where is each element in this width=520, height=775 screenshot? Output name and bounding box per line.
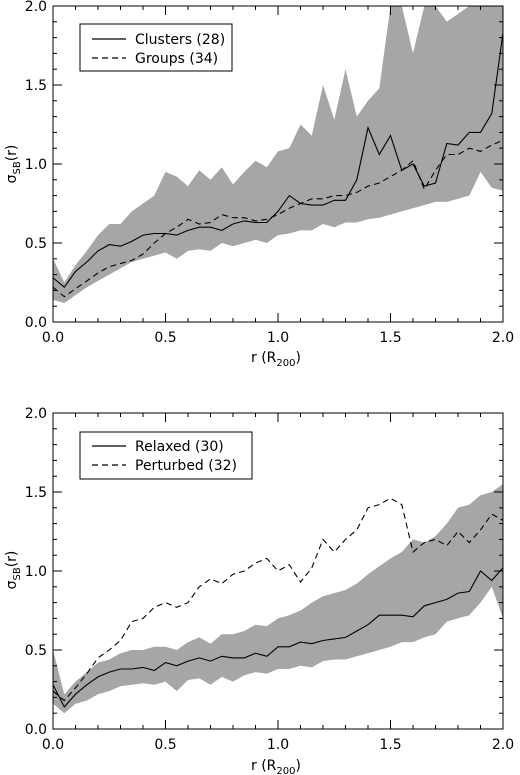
y-axis-title-bottom-sub: SB — [12, 567, 23, 580]
x-tick-label: 0.0 — [42, 330, 64, 346]
plot-top: 0.0 0.5 1.0 1.5 2.0 0.0 0.5 1.0 1.5 2.0 — [25, 0, 514, 346]
legend-label-groups: Groups (34) — [135, 51, 218, 67]
panel-top: 0.0 0.5 1.0 1.5 2.0 0.0 0.5 1.0 1.5 2.0 Clusters … — [4, 0, 514, 369]
y-axis-title-top-sub: SB — [12, 161, 23, 174]
x-axis-title-bottom-sub: 200 — [276, 766, 295, 775]
plot-bottom: 0.0 0.5 1.0 1.5 2.0 0.0 0.5 1.0 1.5 2.0 — [25, 406, 514, 753]
y-tick-label: 0.5 — [25, 236, 47, 252]
panel-bottom: 0.0 0.5 1.0 1.5 2.0 0.0 0.5 1.0 1.5 2.0 Relaxed (… — [4, 406, 514, 775]
x-tick-label: 0.5 — [154, 737, 176, 753]
y-axis-title-top: σSB(r) — [4, 145, 23, 184]
y-tick-label: 2.0 — [25, 406, 47, 422]
x-axis-title-bottom-main: r (R — [251, 758, 277, 774]
legend-top: Clusters (28) Groups (34) — [79, 23, 233, 72]
y-tick-label: 0.0 — [25, 315, 47, 331]
y-tick-label: 2.0 — [25, 0, 47, 15]
x-tick-label: 2.0 — [492, 737, 514, 753]
legend-label-clusters: Clusters (28) — [135, 32, 225, 48]
y-tick-label: 1.0 — [25, 564, 47, 580]
x-tick-label: 0.0 — [42, 737, 64, 753]
legend-label-relaxed: Relaxed (30) — [135, 439, 224, 455]
y-axis-title-bottom-close: (r) — [4, 551, 20, 568]
scatter-band — [53, 6, 503, 303]
x-tick-label: 0.5 — [154, 330, 176, 346]
x-tick-label: 1.0 — [267, 330, 289, 346]
legend-box-top — [79, 23, 233, 72]
y-axis-title-bottom-main: σ — [4, 580, 20, 589]
series-line-perturbed — [53, 497, 503, 702]
y-tick-label: 0.0 — [25, 722, 47, 738]
scatter-band — [53, 484, 503, 714]
y-axis-title-top-main: σ — [4, 174, 20, 183]
x-axis-title-top-close: ) — [296, 350, 301, 366]
y-tick-label: 0.5 — [25, 643, 47, 659]
x-tick-label: 1.0 — [267, 737, 289, 753]
series-line-relaxed — [53, 567, 503, 708]
series-line-groups — [53, 139, 503, 298]
x-axis-title-bottom-close: ) — [296, 758, 301, 774]
legend-label-perturbed: Perturbed (32) — [135, 458, 237, 474]
x-axis-title-bottom: r (R200) — [251, 758, 301, 775]
x-tick-label: 2.0 — [492, 330, 514, 346]
legend-bottom: Relaxed (30) Perturbed (32) — [79, 431, 253, 480]
y-axis-title-top-close: (r) — [4, 145, 20, 162]
x-tick-label: 1.5 — [379, 737, 401, 753]
x-axis-title-top-main: r (R — [251, 350, 277, 366]
y-axis-title-bottom: σSB(r) — [4, 551, 23, 590]
y-tick-label: 1.5 — [25, 485, 47, 501]
y-tick-label: 1.0 — [25, 157, 47, 173]
x-axis-title-top: r (R200) — [251, 350, 301, 369]
series-line-clusters — [53, 32, 503, 289]
x-tick-label: 1.5 — [379, 330, 401, 346]
legend-box-bottom — [79, 431, 253, 480]
x-axis-title-top-sub: 200 — [276, 358, 295, 369]
y-tick-label: 1.5 — [25, 78, 47, 94]
